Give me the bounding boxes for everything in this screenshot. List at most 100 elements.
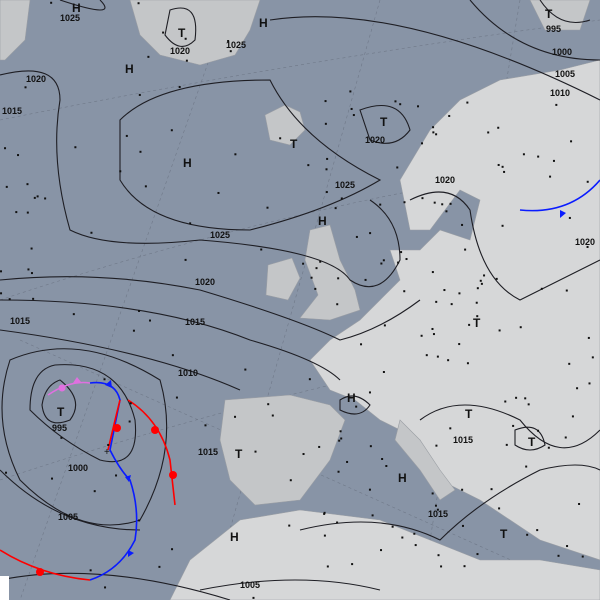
svg-text:H: H <box>230 530 239 544</box>
svg-text:1000: 1000 <box>68 463 88 473</box>
station-marker <box>254 450 257 453</box>
station-marker <box>324 122 327 125</box>
station-marker <box>479 279 482 282</box>
station-marker <box>319 260 322 263</box>
svg-text:T: T <box>545 7 553 21</box>
station-marker <box>380 262 383 265</box>
station-marker <box>586 180 589 183</box>
station-marker <box>336 521 339 524</box>
station-marker <box>339 430 342 433</box>
station-marker <box>379 203 382 206</box>
station-marker <box>397 261 400 264</box>
svg-text:1020: 1020 <box>365 135 385 145</box>
station-marker <box>431 492 434 495</box>
station-marker <box>448 114 451 117</box>
svg-text:T: T <box>290 137 298 151</box>
station-marker <box>480 282 483 285</box>
station-marker <box>129 402 132 405</box>
station-marker <box>495 277 498 280</box>
station-marker <box>323 511 326 514</box>
station-marker <box>310 276 313 279</box>
station-marker <box>505 443 508 446</box>
station-marker <box>497 126 500 129</box>
station-marker <box>369 232 372 235</box>
svg-text:1015: 1015 <box>428 509 448 519</box>
station-marker <box>340 197 343 200</box>
station-marker <box>432 131 435 134</box>
svg-text:T: T <box>57 405 65 419</box>
station-marker <box>326 565 329 568</box>
station-marker <box>461 524 464 527</box>
station-marker <box>147 55 150 58</box>
station-marker <box>323 534 326 537</box>
station-marker <box>30 247 33 250</box>
svg-text:1025: 1025 <box>335 180 355 190</box>
station-marker <box>468 323 471 326</box>
svg-text:1015: 1015 <box>2 106 22 116</box>
station-marker <box>380 549 383 552</box>
station-marker <box>350 107 353 110</box>
station-marker <box>557 554 560 557</box>
station-marker <box>571 415 574 418</box>
station-marker <box>501 165 504 168</box>
station-marker <box>171 354 174 357</box>
station-marker <box>72 313 75 316</box>
station-marker <box>431 327 434 330</box>
svg-text:H: H <box>398 471 407 485</box>
station-marker <box>325 191 328 194</box>
station-marker <box>552 159 555 162</box>
station-marker <box>337 277 340 280</box>
station-marker <box>326 157 329 160</box>
station-marker <box>234 153 237 156</box>
station-marker <box>464 248 467 251</box>
station-marker <box>93 490 96 493</box>
station-marker <box>162 31 165 34</box>
station-marker <box>403 290 406 293</box>
station-marker <box>189 222 192 225</box>
station-marker <box>338 439 341 442</box>
station-marker <box>461 488 464 491</box>
station-marker <box>391 525 394 528</box>
svg-text:1005: 1005 <box>240 580 260 590</box>
station-marker <box>50 1 53 4</box>
svg-text:1020: 1020 <box>170 46 190 56</box>
svg-text:1005: 1005 <box>555 69 575 79</box>
svg-text:1000: 1000 <box>552 47 572 57</box>
station-marker <box>103 378 106 381</box>
isobar-labels: 1025 1020 1015 1025 1020 1025 1020 1015 … <box>2 13 595 590</box>
station-marker <box>414 544 417 547</box>
station-marker <box>434 504 437 507</box>
station-marker <box>565 289 568 292</box>
station-marker <box>447 359 450 362</box>
station-marker <box>90 231 93 234</box>
station-marker <box>527 403 530 406</box>
svg-text:1020: 1020 <box>435 175 455 185</box>
station-marker <box>586 245 589 248</box>
svg-text:1010: 1010 <box>550 88 570 98</box>
station-marker <box>314 287 317 290</box>
station-marker <box>497 163 500 166</box>
station-marker <box>324 100 327 103</box>
station-marker <box>336 303 339 306</box>
svg-text:H: H <box>347 391 356 405</box>
station-marker <box>5 185 8 188</box>
station-marker <box>139 150 142 153</box>
station-marker <box>334 207 337 210</box>
svg-text:H: H <box>183 156 192 170</box>
svg-text:1015: 1015 <box>185 317 205 327</box>
station-marker <box>178 86 181 89</box>
station-marker <box>51 477 54 480</box>
station-marker <box>217 191 220 194</box>
station-marker <box>537 429 540 432</box>
station-marker <box>476 315 479 318</box>
station-marker <box>60 436 63 439</box>
fronts: + <box>0 179 600 581</box>
station-marker <box>323 512 326 515</box>
station-marker <box>568 216 571 219</box>
station-marker <box>138 309 141 312</box>
